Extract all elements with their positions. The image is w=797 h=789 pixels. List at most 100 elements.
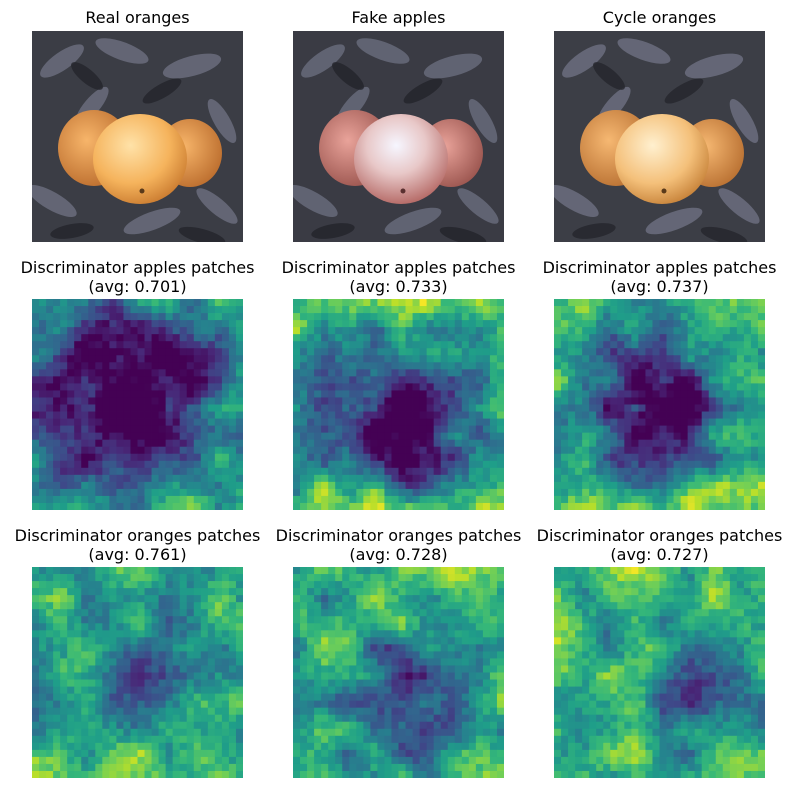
heatmap-cell [349, 672, 357, 680]
heatmap-cell [561, 362, 569, 370]
heatmap-cell [102, 735, 110, 744]
heatmap-cell [475, 460, 484, 469]
heatmap-cell [95, 770, 103, 778]
heatmap-cell [426, 679, 435, 687]
heatmap-cell [221, 735, 230, 744]
heatmap-cell [489, 467, 498, 476]
heatmap-cell [144, 763, 152, 772]
heatmap-cell [363, 763, 371, 772]
heatmap-cell [631, 425, 639, 434]
heatmap-cell [391, 735, 399, 744]
heatmap-cell [659, 616, 667, 624]
heatmap-cell [743, 616, 752, 624]
heatmap-cell [384, 651, 392, 659]
heatmap-cell [32, 376, 40, 384]
heatmap-cell [575, 369, 583, 377]
heatmap-cell [715, 488, 724, 497]
heatmap-cell [314, 672, 322, 680]
heatmap-cell [582, 623, 590, 631]
heatmap-cell [673, 616, 681, 624]
heatmap-cell [440, 728, 449, 737]
heatmap-cell [659, 404, 667, 412]
heatmap-cell [32, 686, 40, 694]
heatmap-cell [722, 341, 731, 349]
heatmap-cell [694, 488, 703, 497]
heatmap-cell [214, 306, 223, 314]
heatmap-cell [631, 362, 639, 370]
heatmap-cell [419, 770, 428, 778]
heatmap-cell [81, 404, 89, 412]
heatmap-cell [489, 749, 498, 758]
heatmap-cell [610, 327, 618, 335]
heatmap-cell [715, 320, 724, 328]
heatmap-cell [447, 735, 456, 744]
heatmap-cell [645, 383, 653, 391]
heatmap-cell [461, 595, 470, 603]
heatmap-cell [659, 481, 667, 490]
heatmap-cell [53, 313, 61, 321]
heatmap-cell [496, 425, 504, 434]
heatmap-cell [645, 348, 653, 356]
heatmap-cell [221, 467, 230, 476]
heatmap-cell [575, 467, 583, 476]
heatmap-cell [46, 721, 54, 730]
heatmap-cell [179, 313, 188, 321]
heatmap-cell [575, 658, 583, 666]
heatmap-cell [377, 334, 385, 342]
heatmap-cell [95, 320, 103, 328]
heatmap-cell [179, 770, 188, 778]
heatmap-cell [235, 488, 243, 497]
heatmap-cell [88, 679, 96, 687]
heatmap-cell [137, 411, 145, 419]
heatmap-cell [405, 602, 413, 610]
heatmap-cell [356, 334, 364, 342]
heatmap-cell [617, 474, 625, 483]
heatmap-cell [370, 453, 378, 462]
heatmap-cell [631, 609, 639, 617]
heatmap-cell [715, 439, 724, 448]
heatmap-cell [172, 362, 181, 370]
heatmap-cell [60, 404, 68, 412]
heatmap-cell [165, 390, 174, 398]
heatmap-cell [419, 623, 428, 631]
heatmap-cell [335, 355, 343, 363]
heatmap-cell [200, 658, 209, 666]
heatmap-cell [95, 474, 103, 483]
heatmap-cell [193, 763, 202, 772]
heatmap-cell [680, 341, 689, 349]
heatmap-cell [39, 502, 47, 510]
real-oranges-image [32, 31, 243, 242]
heatmap-cell [489, 460, 498, 469]
heatmap-cell [638, 481, 646, 490]
heatmap-cell [363, 623, 371, 631]
heatmap-cell [426, 306, 435, 314]
heatmap-cell [694, 595, 703, 603]
heatmap-cell [235, 439, 243, 448]
heatmap-cell [419, 714, 428, 723]
heatmap-cell [687, 637, 696, 645]
heatmap-cell [370, 763, 378, 772]
heatmap-cell [659, 390, 667, 398]
heatmap-cell [165, 707, 174, 716]
heatmap-cell [158, 714, 167, 723]
heatmap-cell [454, 432, 463, 441]
heatmap-cell [617, 404, 625, 412]
heatmap-cell [440, 397, 449, 405]
heatmap-cell [235, 602, 243, 610]
heatmap-cell [405, 616, 413, 624]
heatmap-cell [575, 355, 583, 363]
heatmap-cell [151, 411, 159, 419]
heatmap-cell [680, 306, 689, 314]
heatmap-cell [158, 581, 167, 589]
heatmap-cell [736, 651, 745, 659]
heatmap-cell [186, 383, 195, 391]
heatmap-cell [757, 488, 765, 497]
heatmap-cell [433, 404, 442, 412]
heatmap-cell [722, 334, 731, 342]
heatmap-cell [179, 460, 188, 469]
heatmap-cell [694, 644, 703, 652]
heatmap-cell [757, 439, 765, 448]
heatmap-cell [172, 411, 181, 419]
heatmap-cell [750, 355, 759, 363]
heatmap-cell [440, 714, 449, 723]
